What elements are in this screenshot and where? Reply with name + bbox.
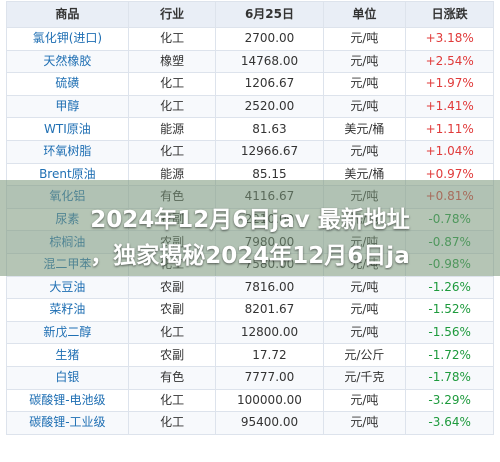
table-row: 生猪 农副 17.72 元/公斤 -1.72% <box>6 343 494 367</box>
price-cell: 8201.67 <box>215 298 324 322</box>
unit-cell: 元/吨 <box>322 27 407 51</box>
table-row: 碳酸锂-工业级 化工 95400.00 元/吨 -3.64% <box>6 411 494 435</box>
change-cell: -1.72% <box>405 343 494 367</box>
table-header-row: 商品 行业 6月25日 单位 日涨跌 <box>6 1 494 28</box>
change-cell: +3.18% <box>405 27 494 51</box>
unit-cell: 元/吨 <box>322 320 407 345</box>
commodity-name-link[interactable]: 氯化钾(进口) <box>6 27 129 51</box>
change-cell: +1.11% <box>405 117 494 141</box>
commodity-name-link[interactable]: 天然橡胶 <box>6 49 129 74</box>
commodity-name-link[interactable]: 大豆油 <box>6 275 129 300</box>
price-cell: 2700.00 <box>215 27 324 51</box>
change-cell: -3.29% <box>405 388 494 413</box>
table-row: 碳酸锂-电池级 化工 100000.00 元/吨 -3.29% <box>6 388 494 413</box>
price-cell: 7777.00 <box>215 365 324 390</box>
change-cell: -1.56% <box>405 320 494 345</box>
header-date-price: 6月25日 <box>215 1 324 28</box>
unit-cell: 元/吨 <box>322 388 407 413</box>
price-cell: 12966.67 <box>215 139 324 164</box>
sector-cell: 化工 <box>127 27 217 51</box>
unit-cell: 元/吨 <box>322 298 407 322</box>
price-cell: 17.72 <box>215 343 324 367</box>
table-row: 天然橡胶 橡塑 14768.00 元/吨 +2.54% <box>6 49 494 74</box>
table-row: 环氧树脂 化工 12966.67 元/吨 +1.04% <box>6 139 494 164</box>
sector-cell: 农副 <box>127 298 217 322</box>
header-daily-change: 日涨跌 <box>405 1 494 28</box>
commodity-name-link[interactable]: 碳酸锂-电池级 <box>6 388 129 413</box>
change-cell: +1.97% <box>405 72 494 96</box>
table-row: 硫磺 化工 1206.67 元/吨 +1.97% <box>6 72 494 96</box>
commodity-name-link[interactable]: 甲醇 <box>6 94 129 119</box>
commodity-name-link[interactable]: 新戊二醇 <box>6 320 129 345</box>
commodity-name-link[interactable]: 生猪 <box>6 343 129 367</box>
price-cell: 14768.00 <box>215 49 324 74</box>
commodity-name-link[interactable]: 菜籽油 <box>6 298 129 322</box>
commodity-name-link[interactable]: WTI原油 <box>6 117 129 141</box>
price-cell: 81.63 <box>215 117 324 141</box>
table-row: 菜籽油 农副 8201.67 元/吨 -1.52% <box>6 298 494 322</box>
sector-cell: 化工 <box>127 94 217 119</box>
table-row: 新戊二醇 化工 12800.00 元/吨 -1.56% <box>6 320 494 345</box>
sector-cell: 橡塑 <box>127 49 217 74</box>
sector-cell: 化工 <box>127 320 217 345</box>
header-commodity: 商品 <box>6 1 129 28</box>
sector-cell: 化工 <box>127 388 217 413</box>
unit-cell: 元/千克 <box>322 365 407 390</box>
change-cell: +2.54% <box>405 49 494 74</box>
header-sector: 行业 <box>127 1 217 28</box>
price-cell: 100000.00 <box>215 388 324 413</box>
change-cell: -1.52% <box>405 298 494 322</box>
commodity-name-link[interactable]: 白银 <box>6 365 129 390</box>
unit-cell: 元/吨 <box>322 72 407 96</box>
unit-cell: 元/吨 <box>322 275 407 300</box>
sector-cell: 农副 <box>127 343 217 367</box>
commodity-name-link[interactable]: 环氧树脂 <box>6 139 129 164</box>
sector-cell: 化工 <box>127 72 217 96</box>
unit-cell: 元/吨 <box>322 49 407 74</box>
change-cell: +1.04% <box>405 139 494 164</box>
price-cell: 7816.00 <box>215 275 324 300</box>
headline-line-1: 2024年12月6日jav 最新地址 <box>90 207 410 233</box>
change-cell: -1.78% <box>405 365 494 390</box>
table-row: 甲醇 化工 2520.00 元/吨 +1.41% <box>6 94 494 119</box>
table-row: 氯化钾(进口) 化工 2700.00 元/吨 +3.18% <box>6 27 494 51</box>
sector-cell: 有色 <box>127 365 217 390</box>
price-cell: 12800.00 <box>215 320 324 345</box>
headline-line-2: ，独家揭秘2024年12月6日ja <box>90 243 410 269</box>
unit-cell: 元/吨 <box>322 411 407 435</box>
change-cell: -3.64% <box>405 411 494 435</box>
table-row: WTI原油 能源 81.63 美元/桶 +1.11% <box>6 117 494 141</box>
unit-cell: 元/公斤 <box>322 343 407 367</box>
price-cell: 95400.00 <box>215 411 324 435</box>
unit-cell: 元/吨 <box>322 139 407 164</box>
headline-banner <box>0 180 500 276</box>
commodity-name-link[interactable]: 硫磺 <box>6 72 129 96</box>
table-row: 大豆油 农副 7816.00 元/吨 -1.26% <box>6 275 494 300</box>
unit-cell: 美元/桶 <box>322 117 407 141</box>
change-cell: +1.41% <box>405 94 494 119</box>
sector-cell: 化工 <box>127 411 217 435</box>
table-row: Brent原油 能源 85.15 美元/桶 +0.97% <box>6 162 494 187</box>
change-cell: -1.26% <box>405 275 494 300</box>
sector-cell: 农副 <box>127 275 217 300</box>
price-cell: 1206.67 <box>215 72 324 96</box>
header-unit: 单位 <box>322 1 407 28</box>
price-cell: 2520.00 <box>215 94 324 119</box>
unit-cell: 元/吨 <box>322 94 407 119</box>
commodity-name-link[interactable]: 碳酸锂-工业级 <box>6 411 129 435</box>
table-row: 白银 有色 7777.00 元/千克 -1.78% <box>6 365 494 390</box>
sector-cell: 化工 <box>127 139 217 164</box>
sector-cell: 能源 <box>127 117 217 141</box>
